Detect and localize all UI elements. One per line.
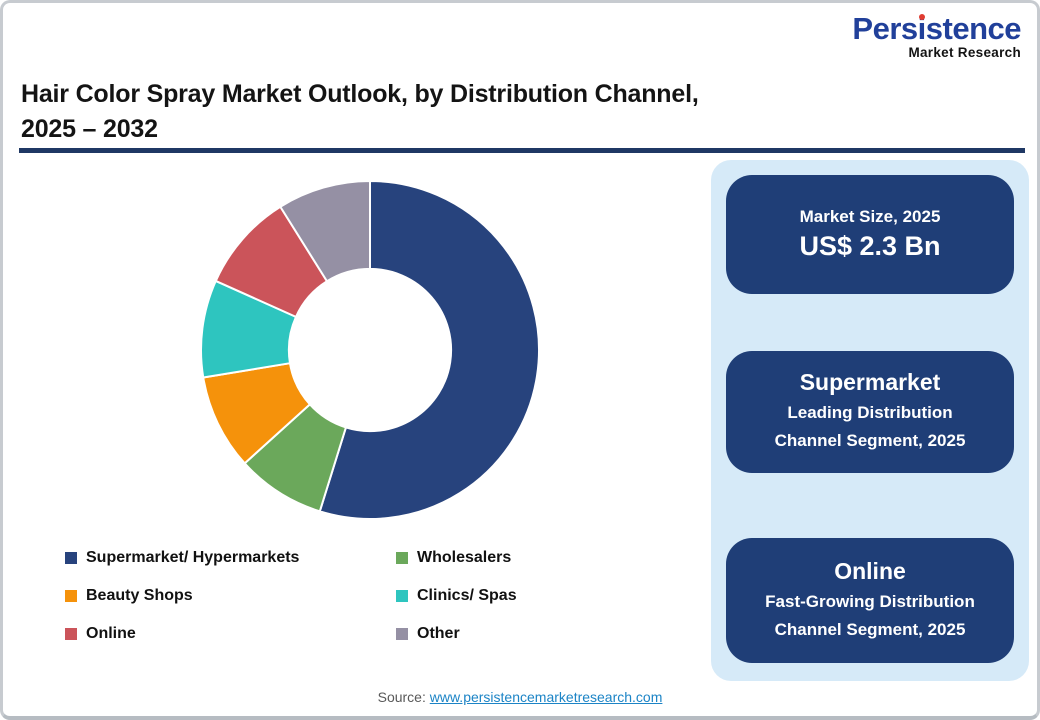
page-title-line2: 2025 – 2032 (21, 115, 158, 143)
legend-label: Other (417, 625, 460, 642)
info-panel: Market Size, 2025 US$ 2.3 Bn Supermarket… (711, 160, 1029, 681)
donut-chart (200, 180, 540, 520)
legend-label: Wholesalers (417, 549, 512, 566)
page-title: Hair Color Spray Market Outlook, by Dist… (21, 77, 699, 147)
donut-segment-supermarket-hypermarkets (318, 180, 540, 520)
market-size-card-title: Market Size, 2025 (799, 207, 941, 226)
legend-item-online: Online (65, 623, 299, 645)
legend-item-clinics-spas: Clinics/ Spas (396, 585, 517, 607)
logo-brand-suffix: stence (925, 11, 1022, 46)
donut-segment-other (279, 180, 371, 283)
source-line: Source: www.persistencemarketresearch.co… (3, 689, 1037, 705)
chart-legend-column-2: Wholesalers Clinics/ Spas Other (396, 547, 517, 661)
fast-growing-segment-card: Online Fast-Growing Distribution Channel… (726, 538, 1014, 663)
legend-label: Clinics/ Spas (417, 587, 517, 604)
source-link[interactable]: www.persistencemarketresearch.com (429, 689, 663, 705)
legend-swatch (396, 628, 408, 640)
legend-swatch (65, 590, 77, 602)
legend-label: Online (86, 625, 136, 642)
legend-swatch (396, 552, 408, 564)
legend-label: Beauty Shops (86, 587, 193, 604)
logo: Persistence Market Research (852, 13, 1021, 60)
legend-swatch (65, 552, 77, 564)
logo-brand-prefix: Pers (852, 11, 918, 46)
legend-item-beauty-shops: Beauty Shops (65, 585, 299, 607)
market-size-card: Market Size, 2025 US$ 2.3 Bn (726, 175, 1014, 294)
market-size-card-value: US$ 2.3 Bn (799, 231, 941, 261)
chart-legend-column-1: Supermarket/ Hypermarkets Beauty Shops Onl… (65, 547, 299, 661)
legend-swatch (65, 628, 77, 640)
fast-growing-segment-card-title: Online (834, 557, 906, 584)
legend-swatch (396, 590, 408, 602)
logo-red-dot-i: i (917, 11, 927, 46)
leading-segment-card-subtitle: Leading Distribution Channel Segment, 20… (774, 403, 966, 450)
page-title-line1: Hair Color Spray Market Outlook, by Dist… (21, 80, 699, 108)
legend-item-other: Other (396, 623, 517, 645)
source-label: Source: (377, 689, 426, 705)
title-divider (19, 148, 1025, 153)
fast-growing-segment-card-subtitle: Fast-Growing Distribution Channel Segmen… (765, 591, 975, 639)
legend-item-supermarket-hypermarkets: Supermarket/ Hypermarkets (65, 547, 299, 569)
legend-item-wholesalers: Wholesalers (396, 547, 517, 569)
leading-segment-card-title: Supermarket (799, 369, 941, 395)
leading-segment-card: Supermarket Leading Distribution Channel… (726, 351, 1014, 473)
logo-tagline: Market Research (908, 45, 1021, 60)
logo-brand-text: Persistence (852, 13, 1021, 44)
legend-label: Supermarket/ Hypermarkets (86, 549, 300, 566)
